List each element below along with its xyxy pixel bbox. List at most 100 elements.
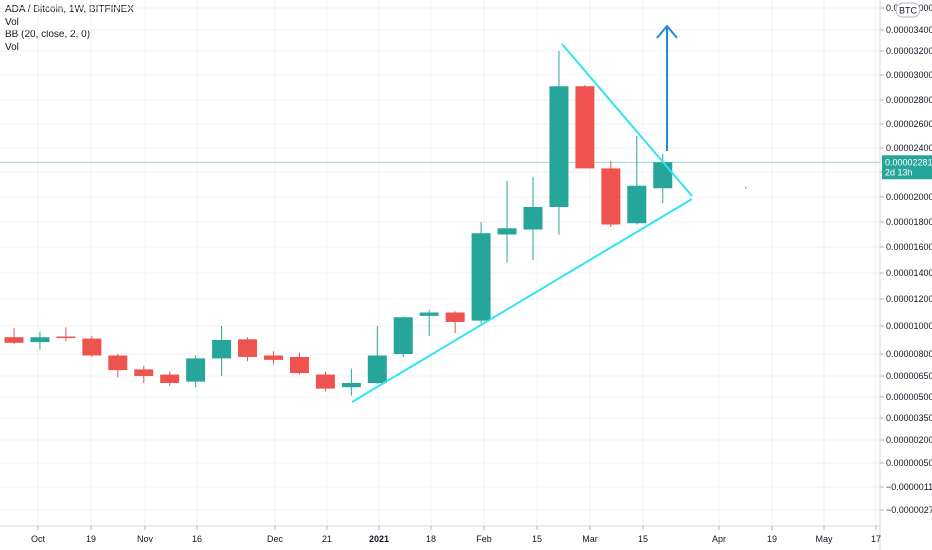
candle[interactable]	[238, 337, 258, 362]
candles	[4, 51, 673, 396]
price-tick-label: 0.00003400	[886, 25, 932, 35]
time-axis[interactable]: Oct 19 Nov 16 Dec 21 2021 18 Feb 15 Mar 15 Apr 19 May 1…	[31, 526, 881, 544]
price-tick-label: 0.00002000	[886, 192, 932, 202]
annotations-layer	[351, 24, 747, 403]
price-tick-label: 0.00000050	[886, 458, 932, 468]
candle[interactable]	[186, 355, 206, 388]
candle[interactable]	[341, 368, 361, 396]
time-tick-label: Apr	[712, 534, 726, 544]
price-tick-label: 0.00001800	[886, 217, 932, 227]
price-tick-label: 0.00001400	[886, 268, 932, 278]
candle[interactable]	[419, 309, 439, 336]
time-tick-label: 18	[426, 534, 436, 544]
candle-body	[419, 312, 439, 316]
time-tick-label: Dec	[267, 534, 284, 544]
time-tick-label: 15	[638, 534, 648, 544]
candle[interactable]	[134, 365, 154, 383]
candle-body	[653, 162, 673, 189]
time-tick-label: Feb	[476, 534, 492, 544]
candle-body	[186, 358, 206, 382]
candle-body	[315, 374, 335, 389]
price-tick-label: 0.00000500	[886, 392, 932, 402]
candle[interactable]	[315, 371, 335, 392]
candle[interactable]	[289, 352, 309, 375]
candle[interactable]	[549, 51, 569, 235]
dot-marker	[745, 187, 747, 189]
candle[interactable]	[393, 316, 413, 357]
price-tick-label: 0.00000200	[886, 435, 932, 445]
price-tick-label: 0.00003000	[886, 70, 932, 80]
grid-lines	[0, 0, 880, 526]
price-axis-badges: BTC 0.00002281 2d 13h	[882, 2, 932, 180]
currency-badge[interactable]: BTC	[899, 6, 918, 16]
legend-bollinger-bands-indicator[interactable]: BB (20, close, 2, 0)	[5, 29, 91, 40]
candle[interactable]	[56, 327, 76, 342]
candle[interactable]	[601, 161, 621, 227]
support-trendline[interactable]	[351, 198, 693, 403]
last-price-value: 0.00002281	[885, 157, 932, 167]
candle[interactable]	[367, 326, 387, 385]
candle-body	[212, 340, 232, 359]
price-tick-label: 0.00001000	[886, 321, 932, 331]
time-tick-label: May	[815, 534, 833, 544]
chart-legend: ADA / Bitcoin, 1W, BITFINEX Vol BB (20, …	[5, 4, 134, 54]
candle-body	[238, 339, 258, 357]
candle[interactable]	[523, 177, 543, 260]
candle-body	[393, 317, 413, 354]
candle-body	[134, 369, 154, 376]
candle[interactable]	[160, 371, 180, 386]
time-tick-label: 21	[322, 534, 332, 544]
candle[interactable]	[471, 222, 491, 324]
legend-vol-indicator-2[interactable]: Vol	[5, 41, 19, 53]
candle-body	[341, 383, 361, 388]
resistance-trendline[interactable]	[561, 43, 693, 197]
price-tick-label: 0.00003200	[886, 46, 932, 56]
time-tick-label: Oct	[31, 534, 46, 544]
time-tick-label: 17	[871, 534, 881, 544]
candle-body	[108, 355, 128, 371]
candle-body	[56, 336, 76, 338]
price-tick-label: 0.00000650	[886, 371, 932, 381]
time-tick-label: 2021	[369, 534, 389, 544]
time-tick-label: 16	[192, 534, 202, 544]
candle-body	[4, 337, 24, 343]
time-tick-label: 19	[767, 534, 777, 544]
price-tick-label: 0.00002800	[886, 95, 932, 105]
legend-symbol-title[interactable]: ADA / Bitcoin, 1W, BITFINEX	[5, 4, 134, 15]
price-tick-label: 0.00000800	[886, 349, 932, 359]
time-tick-label: Nov	[137, 534, 154, 544]
price-axis[interactable]: 0.00003400 0.00003200 0.00003000 0.00002800…	[880, 3, 932, 515]
candle[interactable]	[497, 180, 517, 263]
price-tick-label: −0.00000270	[886, 505, 932, 515]
price-tick-label: 0.00002400	[886, 143, 932, 153]
candle[interactable]	[264, 351, 283, 365]
candle-body	[367, 355, 387, 383]
candle[interactable]	[108, 354, 128, 378]
candle[interactable]	[82, 335, 102, 357]
legend-vol-indicator[interactable]: Vol	[5, 16, 19, 28]
candle[interactable]	[627, 136, 647, 225]
currency-badge-bg	[895, 2, 921, 18]
candle[interactable]	[4, 328, 24, 345]
price-tick-label: 0.00001200	[886, 294, 932, 304]
candle-body	[264, 355, 283, 360]
price-tick-label: 0.00001600	[886, 242, 932, 252]
candle-body	[160, 374, 180, 383]
candle-body	[601, 168, 621, 225]
candle[interactable]	[30, 331, 50, 350]
candle-body	[82, 338, 102, 356]
candle-body	[549, 86, 569, 207]
price-tick-label: 0.00002600	[886, 119, 932, 129]
candle-body	[497, 228, 517, 235]
price-tick-label: −0.00000110	[886, 482, 932, 492]
breakout-arrow-head	[656, 24, 678, 39]
candle-body	[445, 312, 465, 322]
candle[interactable]	[445, 311, 465, 333]
candle[interactable]	[212, 326, 232, 376]
candle-body	[575, 86, 595, 169]
candle[interactable]	[575, 85, 595, 169]
price-tick-label: 0.00000350	[886, 413, 932, 423]
time-tick-label: 19	[86, 534, 96, 544]
candle-body	[289, 356, 309, 374]
